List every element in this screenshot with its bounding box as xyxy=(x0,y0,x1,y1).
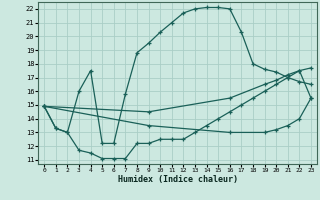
X-axis label: Humidex (Indice chaleur): Humidex (Indice chaleur) xyxy=(118,175,238,184)
